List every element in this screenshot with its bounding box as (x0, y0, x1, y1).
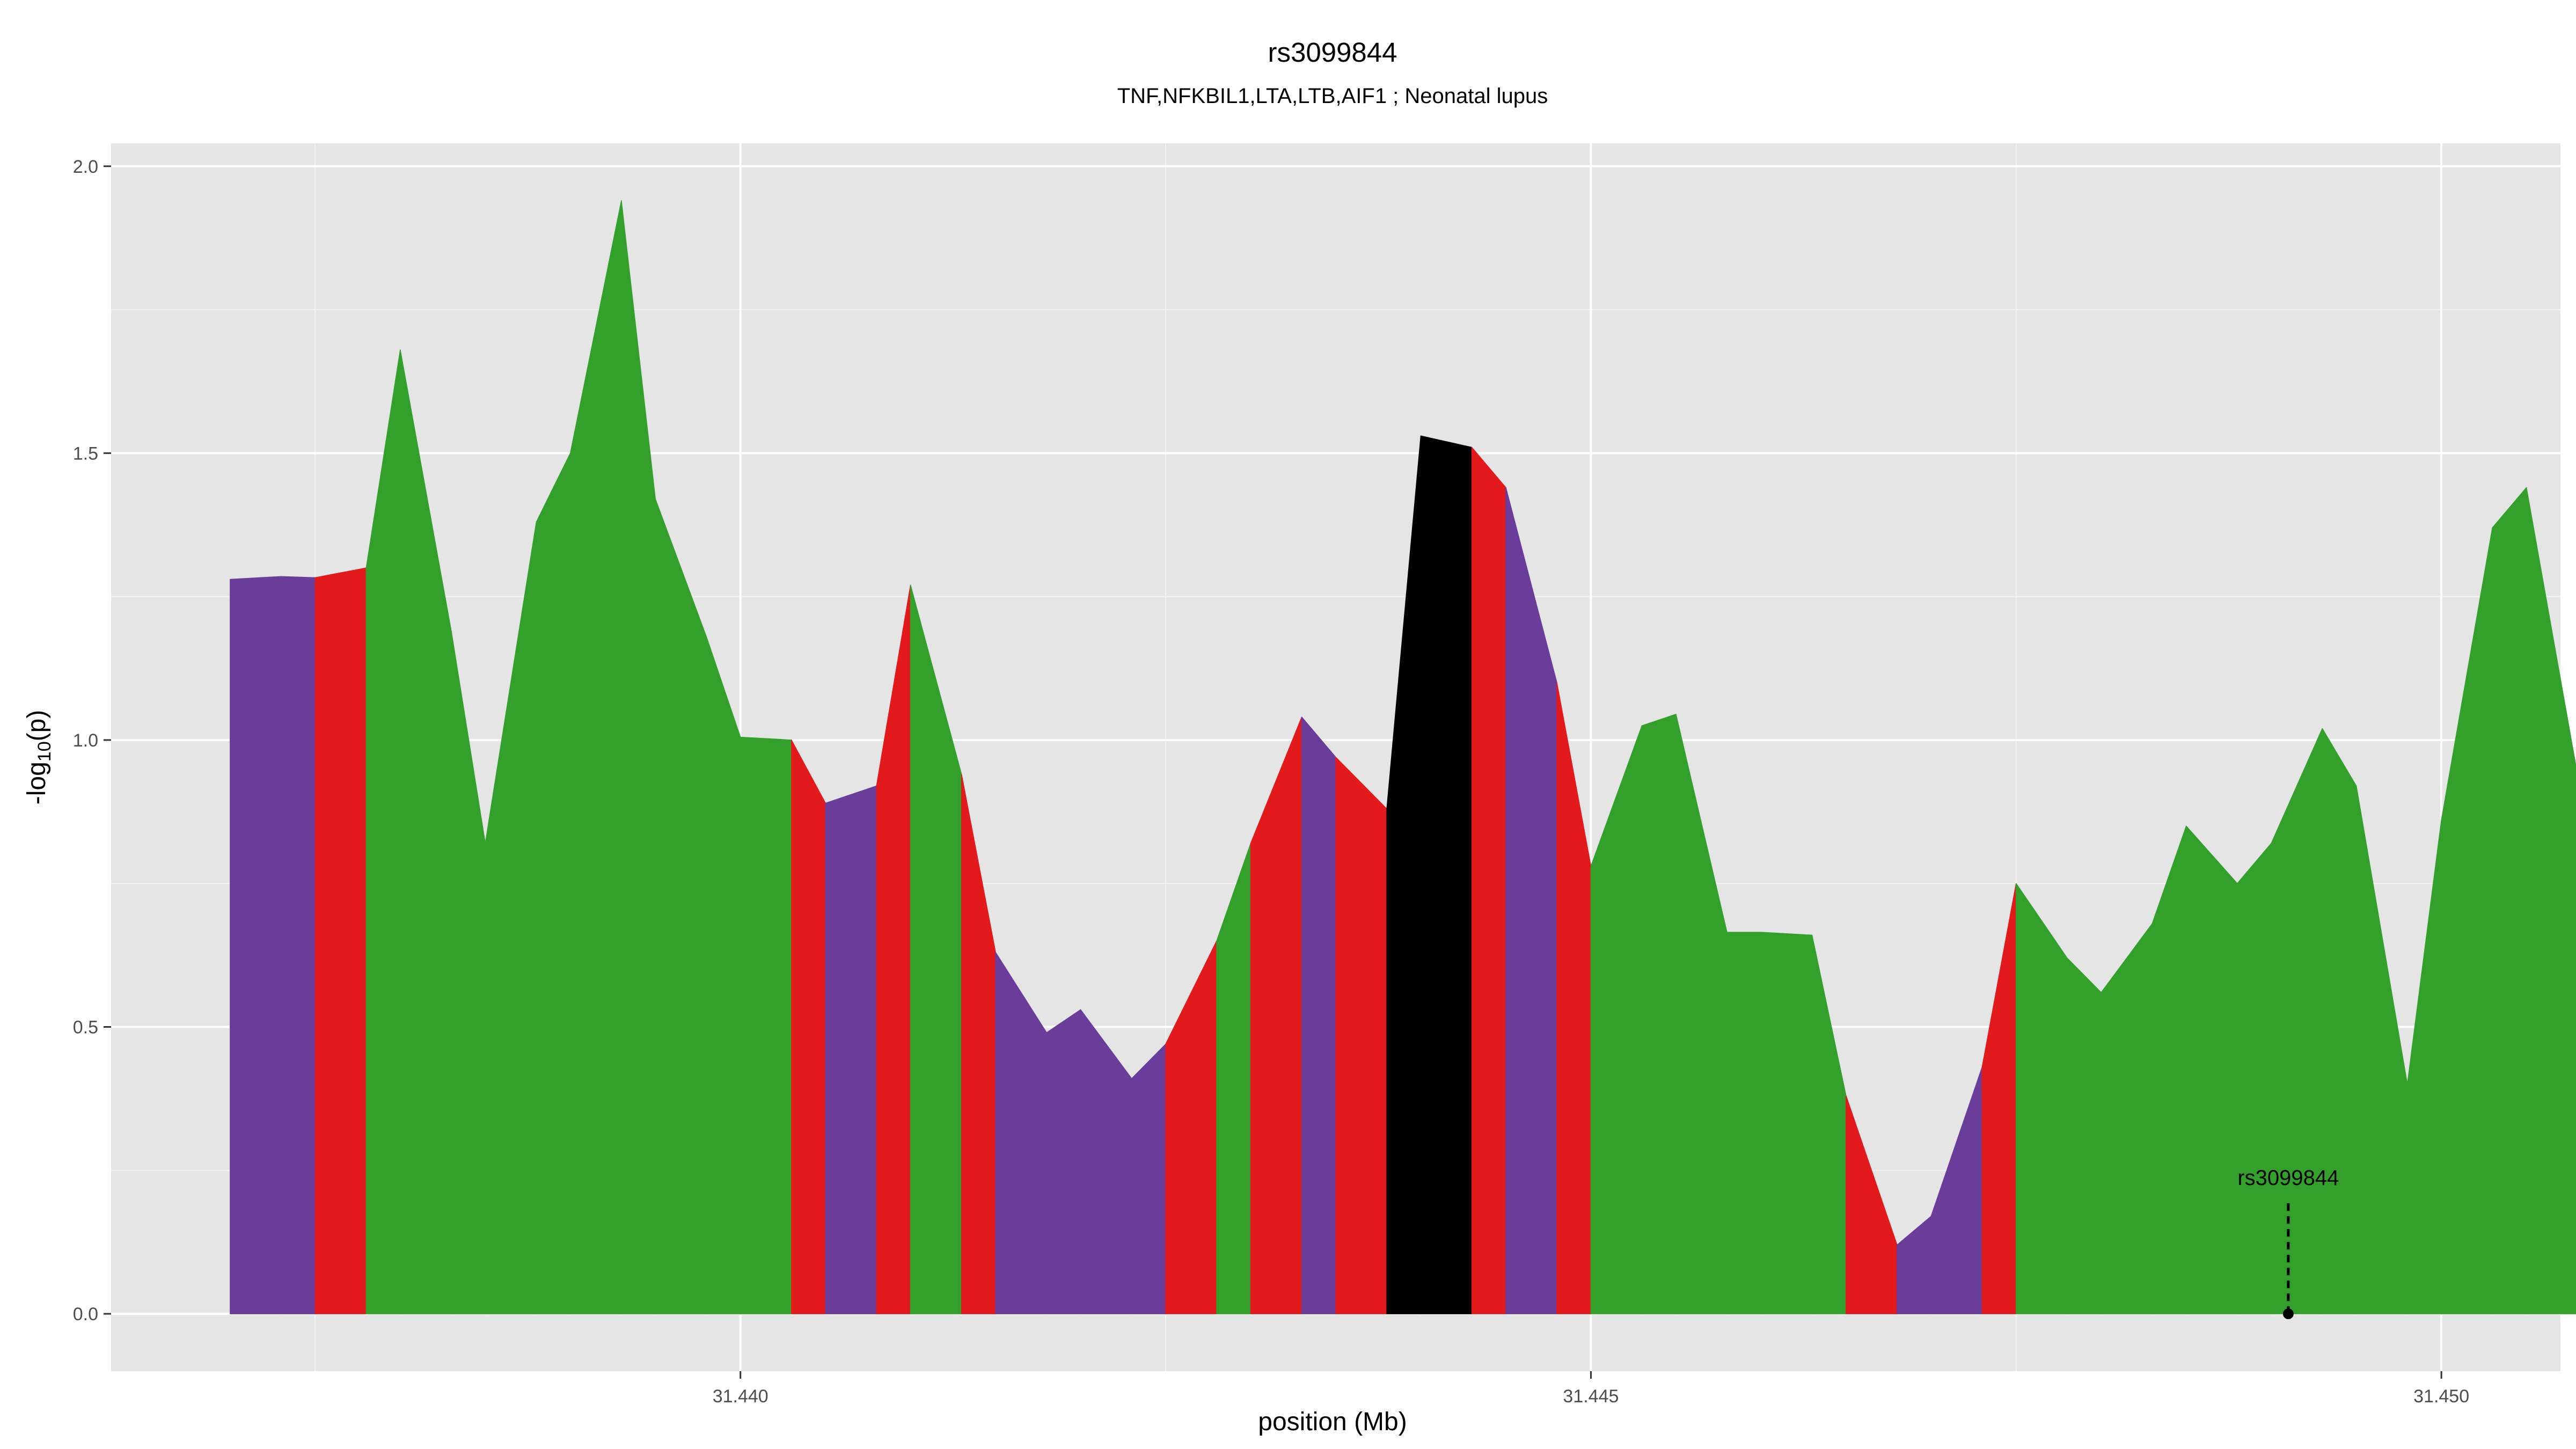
area-segment (1641, 714, 1677, 1314)
y-tick-label: 1.0 (73, 730, 98, 751)
snp-annotation: rs3099844 (2237, 1166, 2339, 1320)
area-segment (2185, 825, 2238, 1314)
annotation-point (2282, 1308, 2294, 1320)
area-segment (1301, 716, 1336, 1314)
y-tick-label: 0.5 (73, 1018, 98, 1038)
area-segment (281, 576, 316, 1314)
area-segment (1335, 757, 1387, 1314)
area-segment (2101, 923, 2153, 1314)
y-tick-label: 0.0 (73, 1304, 98, 1324)
area-segment (1726, 932, 1762, 1314)
area-segment (655, 499, 707, 1314)
area-segment (1760, 932, 1813, 1314)
y-tick-label: 1.5 (73, 443, 98, 464)
y-axis-title-suffix: (p) (23, 710, 51, 742)
area-segment (2492, 487, 2527, 1314)
area-segment (1131, 1043, 1166, 1314)
y-axis-title-subscript: 10 (34, 741, 55, 762)
area-segment (2016, 883, 2068, 1314)
area-segment (706, 636, 741, 1314)
x-tick-label: 31.445 (1563, 1386, 1619, 1407)
area-segment (1420, 435, 1473, 1314)
chart-title: rs3099844 (1268, 37, 1397, 68)
x-axis-ticks: 31.440 31.445 31.450 (713, 1371, 2469, 1407)
area-segment (1471, 447, 1506, 1314)
area-segment (536, 452, 571, 1314)
annotation-label: rs3099844 (2237, 1166, 2339, 1190)
area-segments (230, 200, 2576, 1314)
chart-subtitle: TNF,NFKBIL1,LTA,LTB,AIF1 ; Neonatal lupu… (1117, 84, 1548, 108)
area-segment (1046, 1009, 1081, 1314)
y-tick-label: 2.0 (73, 157, 98, 177)
y-axis-ticks: 0.0 0.5 1.0 1.5 2.0 (73, 157, 111, 1324)
area-segment (2322, 728, 2357, 1314)
y-axis-title: -log10(p) (23, 710, 55, 805)
area-segment (2526, 487, 2576, 1314)
y-axis-title-prefix: -log (23, 762, 51, 804)
area-segment (791, 740, 826, 1314)
x-tick-label: 31.440 (713, 1386, 769, 1407)
x-axis-title: position (Mb) (1258, 1408, 1407, 1436)
area-segment (740, 736, 792, 1314)
area-segment (825, 785, 877, 1314)
area-segment (314, 567, 367, 1314)
area-segment (230, 576, 282, 1314)
x-tick-label: 31.450 (2413, 1386, 2469, 1407)
area-segment (2067, 957, 2102, 1314)
area-segment (2237, 843, 2272, 1314)
